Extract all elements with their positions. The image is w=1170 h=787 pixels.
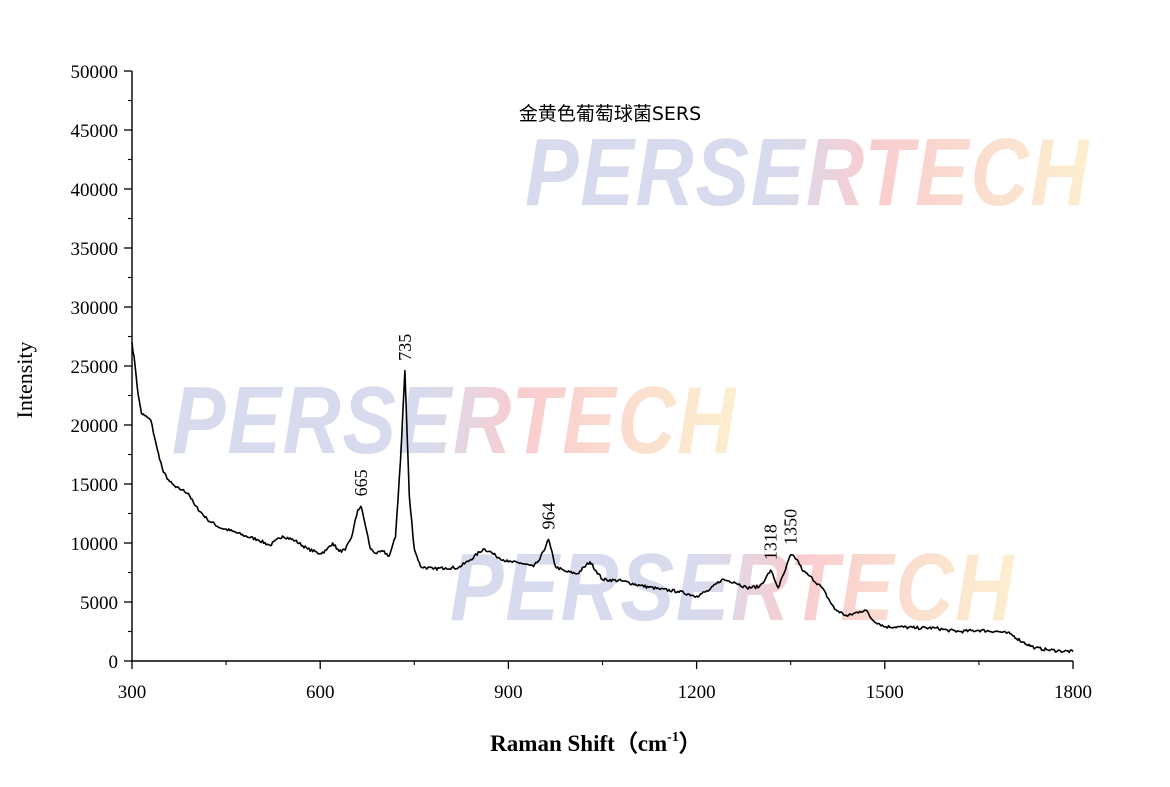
x-axis-title-main: Raman Shift（cm — [490, 730, 667, 756]
watermarks: PERSERTECH PERSERTECH PERSERTECH — [172, 119, 1090, 641]
spectrum-line — [131, 342, 1074, 654]
x-tick-label: 1500 — [866, 682, 904, 703]
peak-label: 665 — [351, 469, 371, 496]
y-tick-label: 45000 — [71, 121, 119, 142]
axes: 0 5000 10000 15000 20000 25000 30000 35000 40000… — [71, 62, 1093, 703]
peak-label: 1350 — [781, 509, 801, 545]
peak-labels: 665 735 964 1318 1350 — [351, 334, 801, 560]
y-ticks: 0 5000 10000 15000 20000 25000 30000 35000 40000… — [71, 62, 132, 673]
x-axis-title-close: ） — [679, 730, 702, 756]
y-tick-label: 25000 — [71, 357, 119, 378]
y-tick-label: 15000 — [71, 475, 119, 496]
peak-label: 735 — [395, 334, 415, 361]
y-tick-label: 0 — [109, 652, 119, 673]
x-tick-label: 300 — [118, 682, 147, 703]
x-tick-label: 1200 — [678, 682, 716, 703]
y-tick-label: 40000 — [71, 180, 119, 201]
watermark-bottom: PERSERTECH — [450, 534, 1015, 641]
x-axis-title-superscript: -1 — [667, 730, 679, 745]
watermark-middle: PERSERTECH — [172, 367, 737, 474]
y-tick-label: 20000 — [71, 416, 119, 437]
y-tick-label: 5000 — [80, 593, 118, 614]
peak-label: 1318 — [761, 524, 781, 560]
watermark-top: PERSERTECH — [525, 119, 1090, 226]
y-tick-label: 50000 — [71, 62, 119, 83]
y-tick-label: 35000 — [71, 239, 119, 260]
peak-label: 964 — [539, 502, 559, 529]
y-tick-label: 30000 — [71, 298, 119, 319]
x-tick-label: 900 — [494, 682, 523, 703]
x-axis-title: Raman Shift（cm-1） — [490, 730, 702, 756]
x-ticks: 300 600 900 1200 1500 1800 — [118, 661, 1092, 703]
x-tick-label: 600 — [306, 682, 335, 703]
chart-title: 金黄色葡萄球菌SERS — [519, 103, 701, 125]
y-axis-title: Intensity — [12, 342, 37, 419]
x-tick-label: 1800 — [1054, 682, 1092, 703]
y-tick-label: 10000 — [71, 534, 119, 555]
